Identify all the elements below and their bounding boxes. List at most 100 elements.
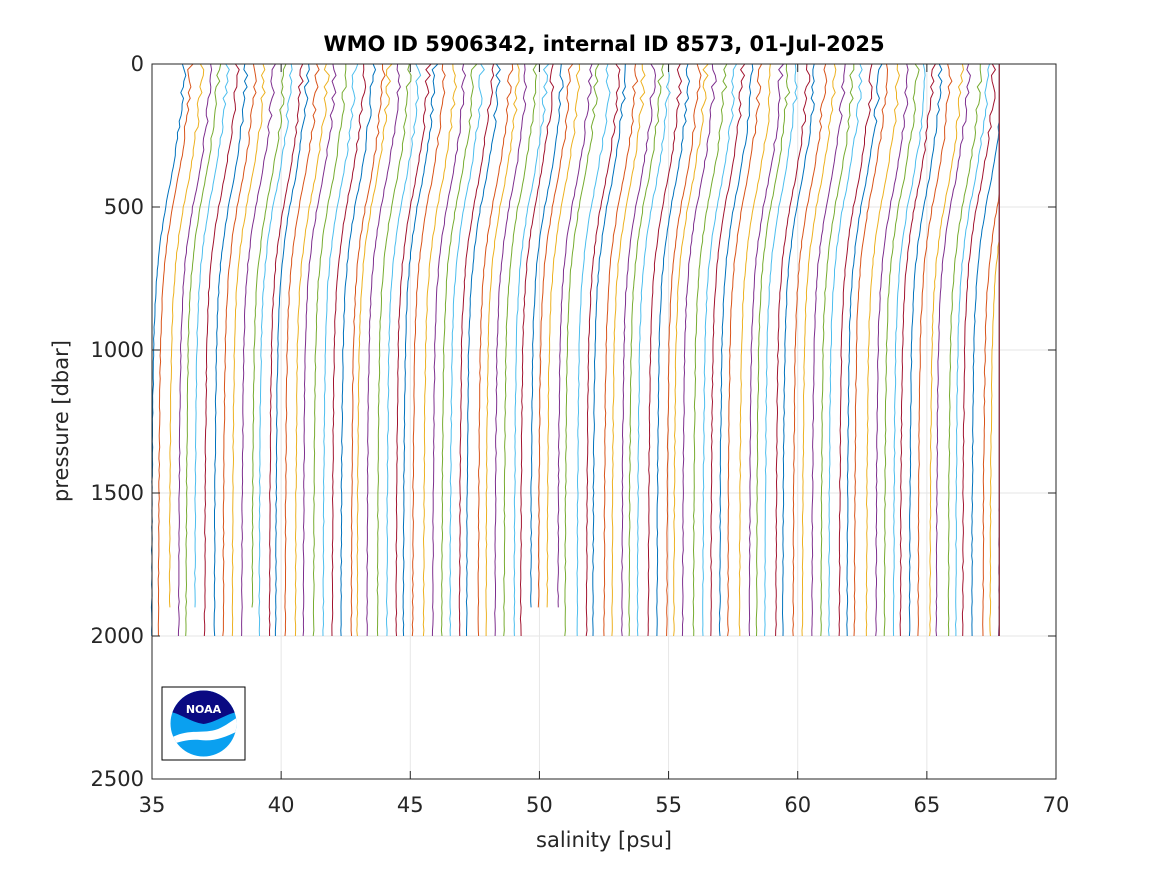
salinity-profile-line (899, 63, 936, 637)
salinity-profile-line (222, 63, 257, 637)
salinity-profile-line (440, 63, 478, 637)
salinity-profile-line (781, 63, 815, 637)
salinity-profile-line (961, 63, 996, 637)
salinity-profile-line (485, 63, 520, 636)
x-tick-label: 40 (268, 793, 295, 817)
salinity-profile-line (702, 63, 738, 637)
salinity-profile-line (258, 63, 293, 637)
salinity-profile-line (385, 63, 422, 637)
salinity-profile-line (431, 63, 467, 637)
salinity-profile-line (811, 63, 846, 637)
salinity-profile-line (883, 63, 920, 637)
salinity-profile-line (656, 63, 691, 637)
x-tick-label: 55 (655, 793, 682, 817)
y-tick-label: 500 (104, 195, 144, 219)
salinity-profile-line (846, 63, 883, 637)
salinity-profile-line (376, 63, 412, 637)
salinity-profile-line (294, 63, 330, 637)
x-tick-label: 60 (784, 793, 811, 817)
salinity-profile-line (971, 64, 1000, 637)
salinity-profile-line (621, 63, 657, 637)
salinity-profile-line (755, 63, 791, 637)
noaa-logo-text: NOAA (186, 703, 222, 716)
salinity-profile-line (356, 63, 393, 637)
salinity-profile-line (395, 63, 432, 637)
salinity-profile-line (557, 63, 593, 608)
salinity-profile-line (710, 63, 746, 637)
axis-ticks (151, 63, 1057, 780)
salinity-profile-line (727, 63, 763, 637)
salinity-profile-line (935, 63, 971, 637)
salinity-profile-line (449, 63, 485, 637)
salinity-profile-line (251, 63, 287, 608)
salinity-profile-line (477, 63, 514, 637)
salinity-profile-line (908, 63, 943, 637)
salinity-profile-line (422, 63, 458, 637)
y-tick-label: 0 (131, 52, 144, 76)
salinity-profile-line (892, 63, 926, 637)
salinity-profile-line (954, 63, 991, 636)
salinity-profile-line (312, 64, 347, 637)
salinity-profiles (150, 63, 1000, 637)
salinity-profile-line (718, 63, 754, 637)
salinity-profile-line (177, 63, 213, 637)
salinity-profile-line (465, 63, 501, 637)
plot-area (152, 64, 1056, 779)
salinity-profile-line (628, 63, 664, 637)
salinity-profile-line (564, 63, 600, 637)
salinity-profile-line (340, 63, 377, 637)
salinity-profile-line (458, 63, 495, 637)
chart-title: WMO ID 5906342, internal ID 8573, 01-Jul… (323, 32, 884, 56)
salinity-profile-line (748, 63, 784, 637)
salinity-profile-line (302, 63, 337, 637)
salinity-profile-line (284, 63, 320, 637)
salinity-profile-line (546, 63, 581, 608)
y-tick-label: 1000 (91, 338, 144, 362)
salinity-profile-line (775, 63, 811, 637)
salinity-profile-line (350, 63, 386, 637)
salinity-profile-line (157, 63, 194, 636)
salinity-profile-line (194, 63, 230, 608)
salinity-profile-line (213, 63, 249, 637)
salinity-profile-line (331, 63, 367, 637)
salinity-profile-line (168, 63, 205, 608)
salinity-profile-line (947, 63, 983, 637)
salinity-profile-line (530, 63, 564, 608)
salinity-profile-line (537, 63, 574, 608)
salinity-profile-line (673, 63, 709, 637)
axes-frame (151, 63, 1057, 780)
x-tick-label: 70 (1043, 793, 1070, 817)
salinity-profile-line (185, 63, 222, 637)
salinity-profile-line (820, 64, 855, 637)
salinity-profile-line (764, 63, 798, 637)
salinity-profile-line (681, 63, 717, 637)
salinity-profile-line (929, 63, 965, 637)
salinity-profile-line (838, 63, 873, 637)
salinity-profile-line (801, 63, 837, 637)
x-tick-label: 65 (913, 793, 940, 817)
noaa-logo-sky (170, 690, 237, 724)
salinity-profile-line (592, 63, 626, 637)
y-tick-label: 1500 (91, 481, 144, 505)
salinity-profile-line (268, 63, 304, 637)
salinity-profile-line (827, 63, 863, 637)
salinity-profile-line (322, 63, 359, 637)
salinity-profile-line (603, 63, 639, 637)
x-tick-label: 35 (139, 793, 166, 817)
salinity-profile-line (611, 63, 646, 637)
salinity-profile-line (853, 63, 889, 637)
noaa-logo-wave (170, 716, 237, 746)
salinity-profile-line (411, 63, 446, 637)
salinity-profile-line (865, 63, 900, 637)
salinity-profile-line (792, 63, 828, 637)
salinity-profile-line (875, 63, 909, 637)
salinity-profile-line (519, 63, 555, 637)
x-axis-label: salinity [psu] (536, 828, 672, 852)
salinity-profile-line (203, 63, 240, 637)
salinity-profile-line (274, 63, 310, 636)
salinity-profile-line (366, 63, 401, 637)
y-axis-label: pressure [dbar] (49, 340, 73, 502)
salinity-profile-line (402, 63, 439, 637)
salinity-profile-line (647, 63, 683, 637)
